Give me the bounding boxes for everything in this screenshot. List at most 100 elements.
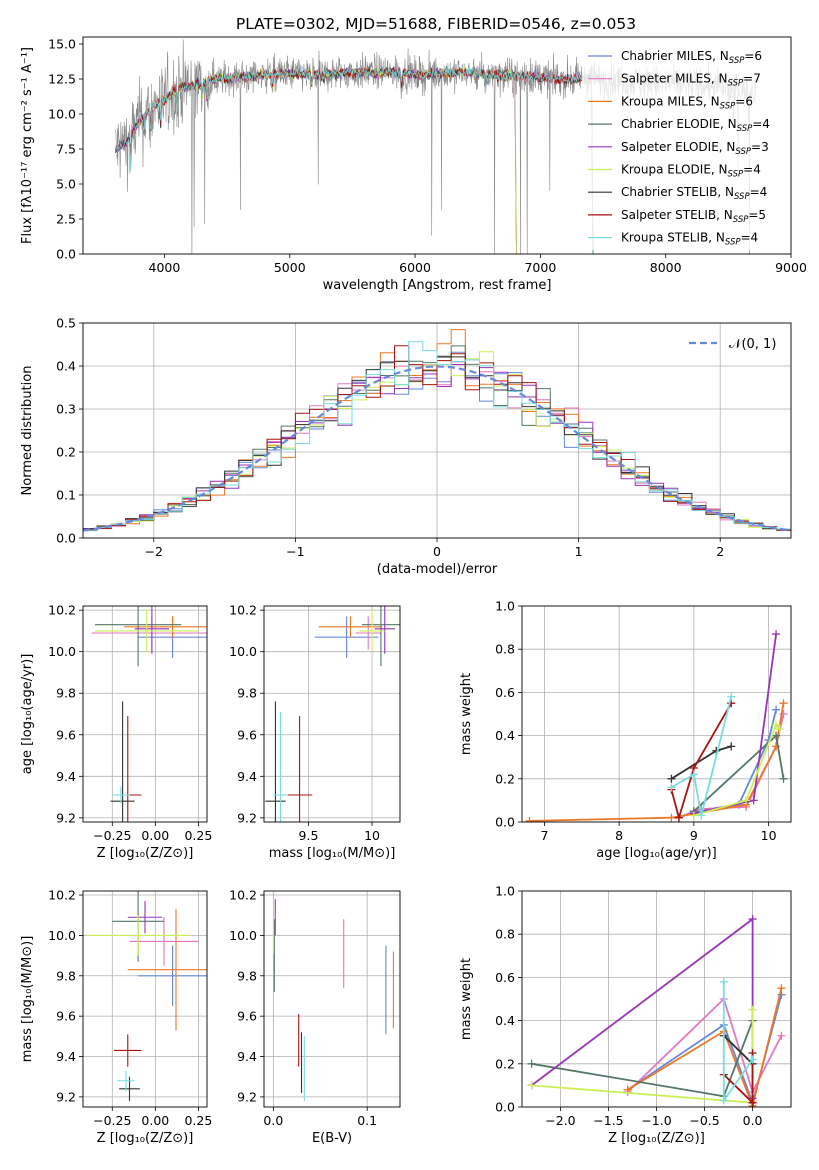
legend-box: [582, 44, 787, 250]
legend-entry: Kroupa ELODIE, NSSP=4: [621, 163, 761, 180]
x-tick-label: 0: [433, 544, 441, 559]
x-tick-label: −0.25: [93, 1113, 131, 1128]
axes-spectrum: 4000 5000 6000 7000 8000 9000 0.0 2.5 5.0 7.5 10.0…: [20, 37, 807, 294]
y-tick-label: 0.2: [56, 445, 76, 460]
y-tick-label: 9.4: [56, 769, 76, 784]
data-point-purple: [127, 901, 163, 934]
y-tick-label: 0.2: [495, 1056, 515, 1071]
y-tick-label: 0.5: [56, 316, 76, 331]
series-marker: [748, 1005, 757, 1014]
model-line-blue: [115, 66, 594, 254]
legend-entry: Kroupa MILES, NSSP=6: [621, 94, 753, 111]
data-point-yellow: [95, 610, 199, 652]
legend-entry: Salpeter ELODIE, NSSP=3: [621, 140, 769, 157]
model-line-red: [115, 67, 594, 254]
x-tick-label: −2: [145, 544, 163, 559]
data-point-yellow: [86, 915, 190, 956]
series-cyan: [667, 692, 736, 820]
data-point-green: [361, 606, 400, 667]
x-axis-label: wavelength [Angstrom, rest frame]: [323, 278, 552, 293]
model-line-orange: [115, 67, 594, 254]
model-line-pink: [115, 66, 594, 254]
x-axis-label: Z [log₁₀(Z/Z⊙)]: [97, 846, 194, 861]
series-marker: [777, 1031, 786, 1040]
series-marker: [719, 1096, 728, 1105]
y-tick-label: 9.4: [56, 1049, 76, 1064]
y-tick-label: 1.0: [495, 884, 515, 899]
x-tick-label: 0.0: [263, 1113, 283, 1128]
y-tick-label: 9.4: [237, 1049, 257, 1064]
plot-area: [264, 891, 400, 1107]
y-tick-label: 9.4: [237, 769, 257, 784]
x-tick-label: 0.00: [141, 828, 169, 843]
series-marker: [674, 813, 683, 822]
data-point-blue: [138, 945, 207, 1007]
y-tick-label: 12.5: [48, 72, 76, 87]
series-line: [670, 702, 732, 821]
plot-area: [522, 606, 791, 822]
data: [83, 329, 791, 532]
legend-entry: Chabrier ELODIE, NSSP=4: [621, 117, 770, 134]
legend-entry: Kroupa STELIB, NSSP=4: [621, 231, 758, 248]
data-point-cyan: [112, 786, 130, 804]
series-marker: [749, 796, 758, 805]
series-black: [667, 742, 736, 783]
x-tick-label: 4000: [149, 260, 181, 275]
legend-entry: Chabrier STELIB, NSSP=4: [621, 185, 767, 202]
data-point-black: [110, 701, 135, 822]
data: [86, 891, 207, 1101]
y-tick-label: 10.0: [48, 928, 76, 943]
x-tick-label: 10: [364, 828, 380, 843]
x-tick-label: 8: [615, 828, 623, 843]
series-marker: [527, 1081, 536, 1090]
grid: [83, 606, 207, 822]
series-line: [531, 1009, 754, 1104]
legend-entry: Chabrier MILES, NSSP=6: [621, 49, 762, 66]
series-marker: [667, 783, 676, 792]
y-tick-label: 5.0: [56, 177, 76, 192]
x-tick-label: 9000: [775, 260, 807, 275]
series-marker: [748, 1055, 757, 1064]
series-marker: [748, 915, 757, 924]
data: [272, 899, 394, 1101]
y-tick-label: 10.0: [229, 644, 257, 659]
plot-area: [522, 891, 791, 1107]
data-point-red: [286, 716, 313, 822]
y-tick-label: 9.2: [237, 1089, 257, 1104]
axes-frame: [82, 322, 792, 539]
y-tick-label: 0.4: [56, 359, 76, 374]
y-axis-label: age [log₁₀(age/yr)]: [20, 654, 35, 775]
y-tick-label: 0.0: [495, 815, 515, 830]
series-marker: [689, 770, 698, 779]
x-tick-label: −1.0: [641, 1113, 671, 1128]
y-tick-label: 9.6: [56, 727, 76, 742]
data: [265, 606, 400, 822]
grid: [522, 891, 791, 1107]
x-tick-label: −1.5: [593, 1113, 623, 1128]
plot-area: [83, 891, 207, 1107]
y-tick-label: 15.0: [48, 37, 76, 52]
y-axis-label: mass weight: [459, 958, 474, 1040]
x-tick-label: 9: [690, 828, 698, 843]
y-tick-label: 10.2: [229, 603, 257, 618]
axes-frame: [263, 890, 401, 1108]
y-tick-label: 0.0: [56, 247, 76, 262]
series-yellow: [689, 720, 784, 820]
data: [91, 606, 207, 822]
x-tick-label: 0.25: [184, 828, 212, 843]
y-tick-label: 0.4: [495, 728, 515, 743]
gaussian-reference-curve: [83, 365, 791, 532]
x-tick-label: 0.25: [184, 1113, 212, 1128]
y-tick-label: 9.8: [237, 968, 257, 983]
data-point-purple: [374, 606, 395, 654]
data-point-cyan: [272, 711, 289, 822]
y-tick-label: 0.3: [56, 402, 76, 417]
y-tick-label: 9.8: [56, 686, 76, 701]
axes-frame: [521, 605, 792, 823]
x-tick-label: −0.5: [689, 1113, 719, 1128]
axes-weight_vs_Z: −2.0 −1.5 −1.0 −0.5 0.0 0.0 0.2 0.4 0.6 0.8 1.0 Z […: [459, 884, 792, 1146]
x-tick-label: 1: [575, 544, 583, 559]
legend-entry: Salpeter MILES, NSSP=7: [621, 72, 761, 89]
series-marker: [777, 984, 786, 993]
grid: [264, 891, 400, 1107]
